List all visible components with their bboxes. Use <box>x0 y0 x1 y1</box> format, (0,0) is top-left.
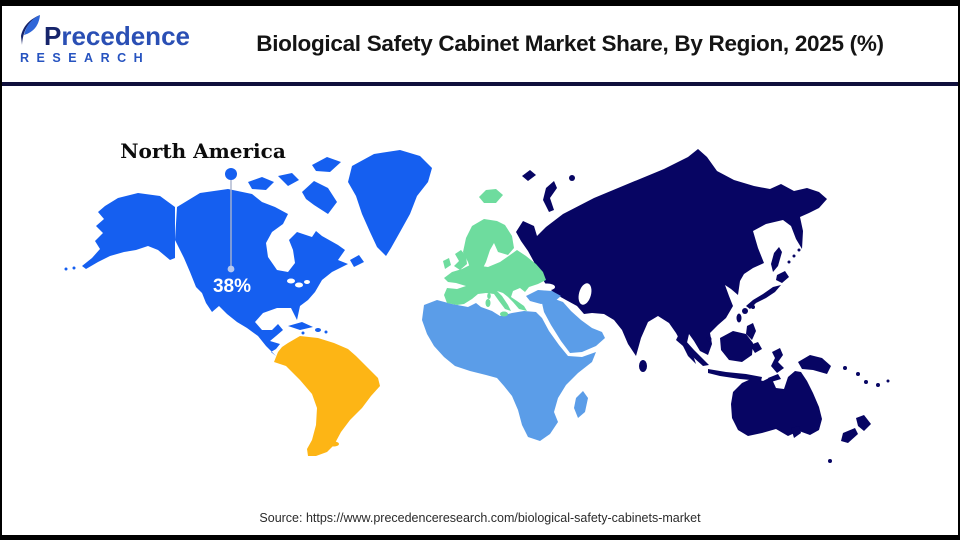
callout-dot-bottom <box>227 265 235 273</box>
source-text: Source: https://www.precedenceresearch.c… <box>259 511 701 525</box>
hokkaido <box>776 271 789 283</box>
ellesmere-island <box>312 157 341 172</box>
taiwan <box>736 313 742 323</box>
novaya-zemlya <box>543 181 557 212</box>
great-britain <box>454 250 467 270</box>
sakhalin <box>771 247 782 272</box>
header: Precedence RESEARCH Biological Safety Ca… <box>2 6 958 82</box>
callout-marker <box>225 168 237 273</box>
sardinia <box>485 299 491 307</box>
north-america-mainland <box>175 189 348 356</box>
banks-island <box>248 177 274 190</box>
sri-lanka <box>639 360 647 372</box>
new-zealand-north <box>856 415 871 431</box>
iceland <box>479 189 503 203</box>
ireland <box>443 258 451 269</box>
header-divider <box>0 82 960 86</box>
aleutian-islands <box>72 266 76 270</box>
turkey <box>526 290 561 304</box>
sicily <box>500 311 508 317</box>
svalbard <box>522 170 536 181</box>
hainan <box>706 336 712 342</box>
greenland <box>348 150 432 256</box>
europe-mainland <box>444 250 546 311</box>
region-north-america <box>64 150 432 356</box>
pacific-islands <box>843 366 847 370</box>
black-sea <box>539 283 555 291</box>
region-europe <box>443 189 546 317</box>
alaska <box>82 193 175 269</box>
new-zealand-south <box>841 428 858 443</box>
great-lakes <box>287 278 295 284</box>
baffin-island <box>302 181 337 214</box>
arabian-peninsula <box>542 298 605 353</box>
kyushu <box>742 308 748 314</box>
mindanao <box>750 342 762 353</box>
frame-left <box>0 0 2 540</box>
region-south-america <box>274 336 380 456</box>
newfoundland <box>350 255 364 267</box>
region-asia-pacific <box>516 149 890 463</box>
frame-bottom <box>0 535 960 540</box>
callout-region-label: North America <box>120 139 286 163</box>
asia-mainland <box>516 149 827 364</box>
frame-top <box>0 0 960 6</box>
sulawesi <box>771 348 784 373</box>
luzon <box>746 323 756 340</box>
java <box>708 369 762 381</box>
africa <box>422 300 596 441</box>
borneo <box>720 331 753 362</box>
precedence-research-logo: Precedence RESEARCH <box>18 14 208 65</box>
hispaniola <box>315 328 321 332</box>
callout-dot-top <box>225 168 237 180</box>
australia <box>731 371 822 436</box>
logo-subtitle-text: RESEARCH <box>20 50 151 65</box>
frame-right <box>958 0 960 540</box>
caspian-sea <box>578 283 592 305</box>
kuril-islands <box>787 260 791 264</box>
region-middle-east-africa <box>422 290 605 441</box>
cuba <box>288 322 313 330</box>
logo-brand-text: Precedence <box>44 20 190 51</box>
madagascar <box>574 391 588 418</box>
honshu <box>746 285 781 309</box>
leaf-icon <box>21 14 40 45</box>
chart-title: Biological Safety Cabinet Market Share, … <box>256 31 884 56</box>
inland-water <box>287 278 592 305</box>
scandinavia <box>463 219 514 276</box>
new-guinea <box>798 355 831 374</box>
tasmania <box>791 426 801 438</box>
falkland-islands <box>329 441 339 447</box>
victoria-island <box>278 173 299 186</box>
south-america <box>274 336 380 456</box>
callout-value-label: 38% <box>212 276 252 297</box>
corsica <box>487 293 491 299</box>
sumatra <box>676 336 709 366</box>
